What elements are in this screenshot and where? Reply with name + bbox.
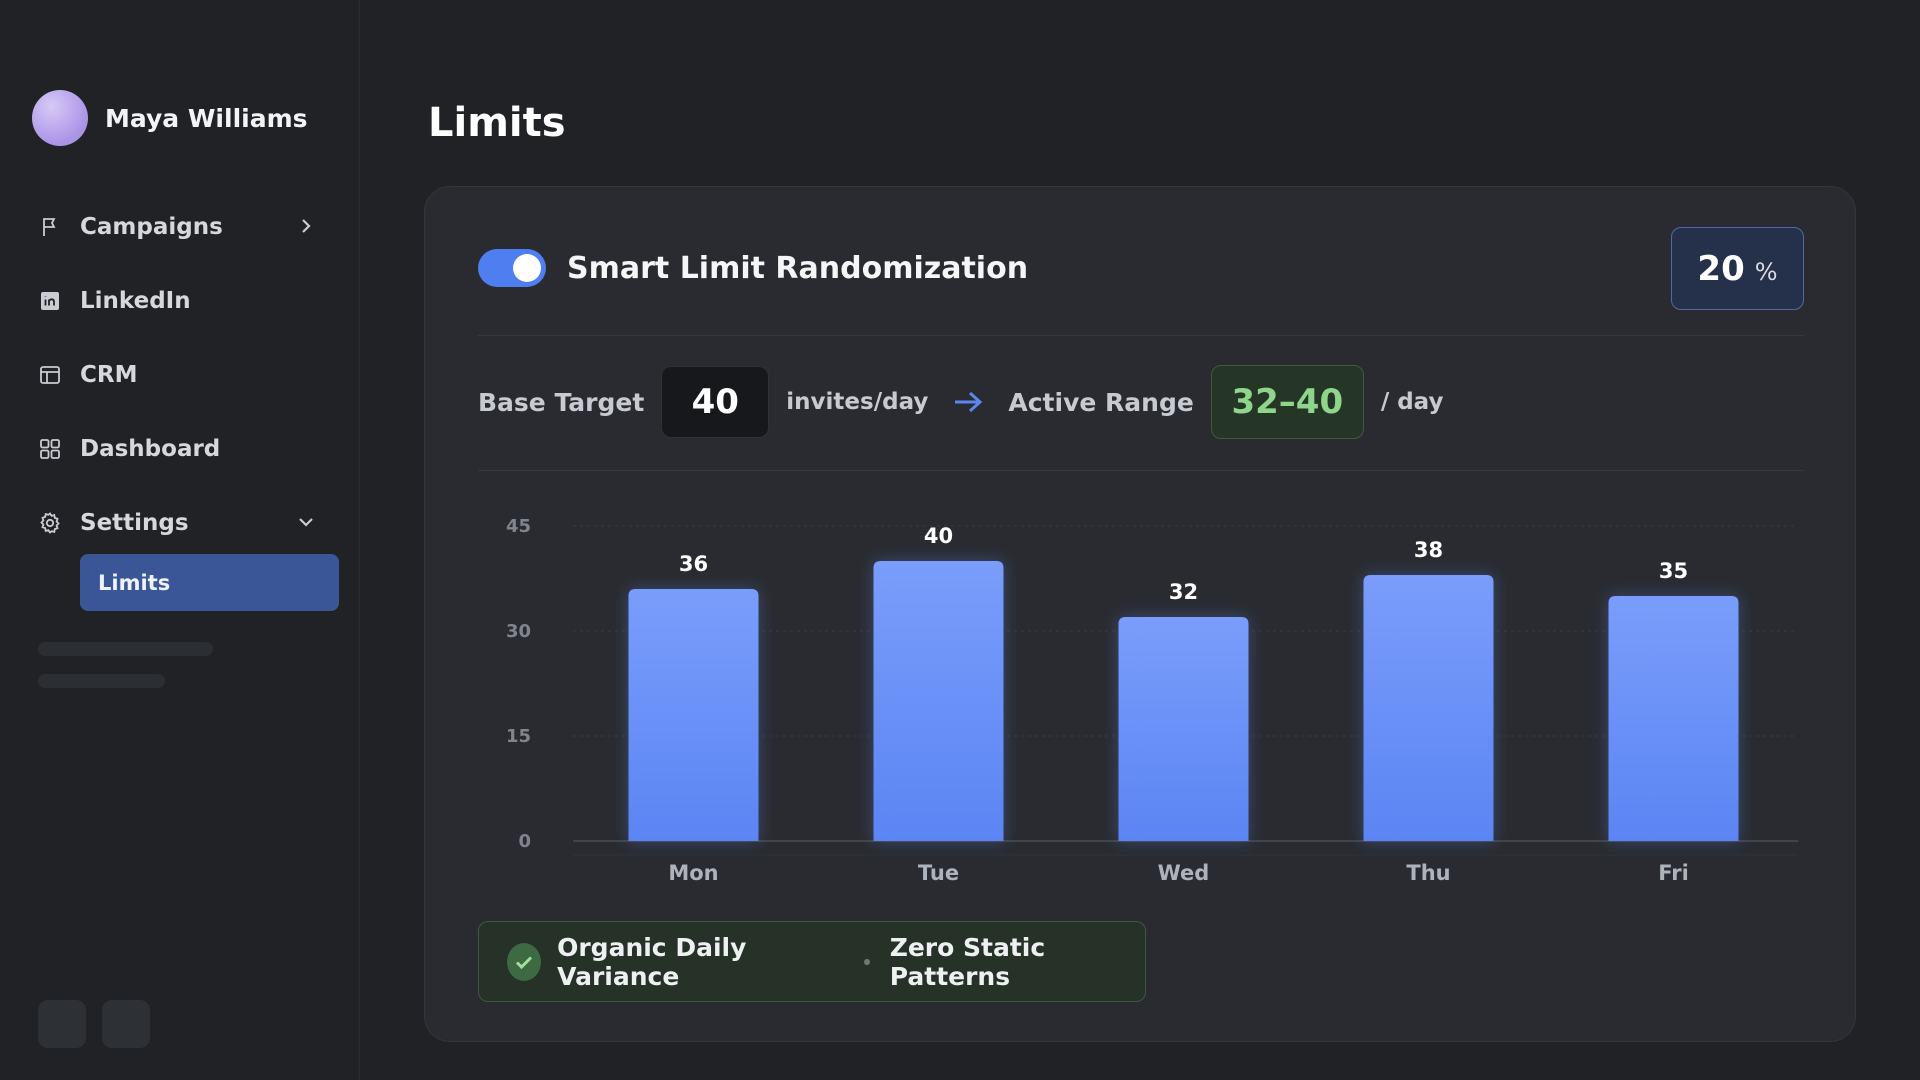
- range-row: Base Target 40 invites/day Active Range …: [478, 365, 1444, 439]
- bar-value-label: 38: [1414, 538, 1443, 562]
- footer-button-placeholder[interactable]: [38, 1000, 86, 1048]
- x-tick-label: Fri: [1658, 861, 1689, 885]
- table-icon: [36, 361, 64, 389]
- chart-svg: 0 15 30 45 36 Mon 40 Tue 32 Wed 38 Thu 35 Fri: [506, 516, 1798, 885]
- base-target-input[interactable]: 40: [661, 366, 770, 438]
- sidebar-nav: Campaigns LinkedIn CRM Dashboard: [36, 190, 336, 560]
- variance-badge: Organic Daily Variance Zero Static Patte…: [478, 921, 1146, 1002]
- base-target-unit: invites/day: [786, 389, 929, 415]
- avatar[interactable]: [32, 90, 88, 146]
- y-tick-label: 0: [518, 831, 531, 852]
- skeleton-line: [38, 642, 213, 656]
- bar-value-label: 36: [679, 552, 708, 576]
- y-tick-label: 15: [506, 726, 531, 747]
- daily-limit-chart: 0 15 30 45 36 Mon 40 Tue 32 Wed 38 Thu 35 Fri: [473, 497, 1813, 907]
- sidebar-item-label: Campaigns: [80, 214, 223, 240]
- sidebar-item-label: CRM: [80, 362, 138, 388]
- active-range-unit: / day: [1380, 389, 1444, 415]
- badge-text-right: Zero Static Patterns: [889, 932, 1046, 991]
- sidebar-subitem-limits[interactable]: Limits: [80, 554, 339, 611]
- base-target-label: Base Target: [478, 387, 645, 417]
- bar-value-label: 32: [1169, 580, 1198, 604]
- skeleton-line: [38, 674, 165, 688]
- toggle-knob: [513, 254, 541, 282]
- chevron-down-icon[interactable]: [296, 512, 316, 532]
- badge-text-left: Organic Daily Variance: [557, 932, 747, 991]
- user-name: Maya Williams: [105, 103, 308, 133]
- page-title: Limits: [428, 100, 566, 146]
- x-tick-label: Tue: [918, 861, 959, 885]
- divider: [478, 470, 1804, 471]
- x-tick-label: Mon: [668, 861, 718, 885]
- feature-title: Smart Limit Randomization: [567, 251, 1029, 286]
- chevron-right-icon[interactable]: [296, 216, 316, 236]
- flag-icon: [36, 213, 64, 241]
- bar-tue[interactable]: [873, 561, 1004, 841]
- percent-value: 20: [1697, 248, 1745, 289]
- bar-fri[interactable]: [1608, 596, 1739, 841]
- y-tick-label: 45: [506, 516, 531, 537]
- bar-value-label: 35: [1659, 559, 1688, 583]
- sidebar-item-campaigns[interactable]: Campaigns: [36, 190, 336, 264]
- bar-thu[interactable]: [1363, 575, 1494, 841]
- separator-dot: [864, 958, 870, 965]
- x-tick-label: Wed: [1158, 861, 1210, 885]
- arrow-right-icon: [952, 388, 984, 416]
- user-profile[interactable]: Maya Williams: [32, 90, 308, 146]
- sidebar-item-dashboard[interactable]: Dashboard: [36, 412, 336, 486]
- check-icon: [507, 942, 542, 981]
- y-tick-label: 30: [506, 621, 531, 642]
- sidebar-item-settings[interactable]: Settings: [36, 486, 336, 560]
- active-range-value: 32–40: [1210, 365, 1364, 439]
- footer-button-placeholder[interactable]: [102, 1000, 150, 1048]
- sidebar-item-label: Dashboard: [80, 436, 221, 462]
- sidebar-item-label: LinkedIn: [80, 288, 191, 314]
- x-tick-label: Thu: [1406, 861, 1450, 885]
- bar-mon[interactable]: [628, 589, 759, 841]
- grid-icon: [36, 435, 64, 463]
- sidebar-item-label: Settings: [80, 510, 189, 536]
- bar-wed[interactable]: [1118, 617, 1249, 841]
- randomization-percent-input[interactable]: 20 %: [1671, 227, 1804, 310]
- bar-value-label: 40: [924, 524, 953, 548]
- sidebar-item-linkedin[interactable]: LinkedIn: [36, 264, 336, 338]
- limits-card: Smart Limit Randomization 20 % Base Targ…: [424, 186, 1856, 1042]
- gear-icon: [36, 509, 64, 537]
- randomization-toggle[interactable]: [478, 249, 546, 287]
- percent-unit: %: [1754, 257, 1778, 286]
- sidebar: Maya Williams Campaigns LinkedIn CRM: [0, 0, 360, 1080]
- linkedin-icon: [36, 287, 64, 315]
- sidebar-item-crm[interactable]: CRM: [36, 338, 336, 412]
- active-range-label: Active Range: [1008, 387, 1194, 417]
- divider: [478, 335, 1804, 336]
- sidebar-subitem-label: Limits: [98, 570, 171, 595]
